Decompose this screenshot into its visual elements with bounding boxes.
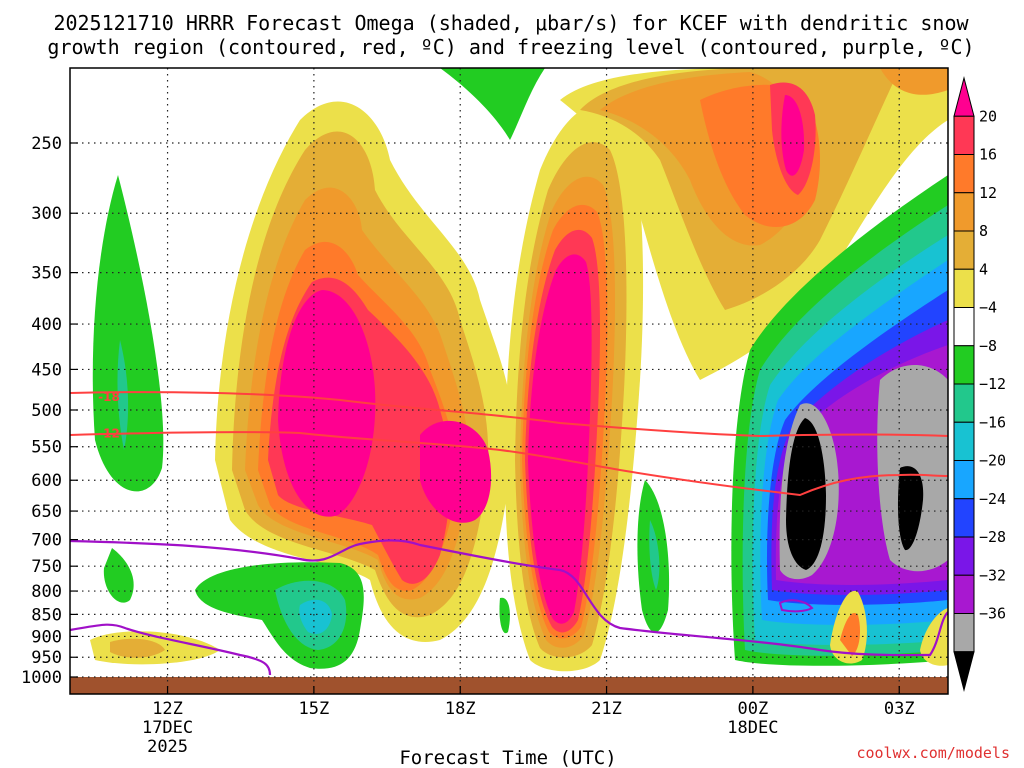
contour-label: -12 (98, 426, 120, 440)
omega-region (110, 638, 165, 658)
freezing-level-contour (70, 539, 948, 657)
colorbar-swatch (953, 230, 975, 270)
freezing-level-contour (778, 599, 814, 613)
x-tick-label: 18Z (445, 699, 476, 719)
colorbar-label: 20 (979, 107, 997, 125)
omega-region (440, 68, 545, 140)
colorbar-swatch (953, 383, 975, 423)
contour-labels: -18 -12 (98, 390, 120, 441)
colorbar-swatch (953, 307, 975, 347)
dgz-contour-minus18 (70, 391, 948, 438)
y-tick-label: 850 (31, 605, 62, 625)
colorbar-label: −8 (979, 337, 997, 355)
colorbar-label: −36 (979, 605, 1006, 623)
x-tick-label: 2025 (147, 737, 188, 757)
y-tick-label: 900 (31, 627, 62, 647)
contour-label: -18 (98, 390, 120, 404)
x-tick-label: 21Z (591, 699, 622, 719)
y-tick-label: 400 (31, 315, 62, 335)
y-tick-label: 450 (31, 360, 62, 380)
omega-region (897, 466, 924, 551)
omega-region (649, 520, 660, 590)
colorbar-swatch (953, 76, 975, 117)
colorbar-label: 12 (979, 184, 997, 202)
omega-region (278, 290, 376, 517)
y-tick-label: 500 (31, 401, 62, 421)
colorbar-swatch (953, 268, 975, 308)
colorbar-label: −20 (979, 452, 1006, 470)
omega-region (840, 612, 860, 656)
colorbar-label: −28 (979, 528, 1006, 546)
omega-region (103, 548, 134, 603)
contour-lines (70, 391, 948, 676)
y-tick-label: 800 (31, 582, 62, 602)
colorbar-swatch (953, 345, 975, 385)
colorbar-label: 16 (979, 146, 997, 164)
plot-area (70, 68, 948, 694)
colorbar-swatch (953, 192, 975, 232)
y-tick-label: 300 (31, 204, 62, 224)
x-tick-label: 12Z (152, 699, 183, 719)
colorbar-label: 4 (979, 260, 988, 278)
colorbar-label: −24 (979, 490, 1006, 508)
colorbar-label: −16 (979, 413, 1006, 431)
x-tick-label: 15Z (299, 699, 330, 719)
colorbar-swatch (953, 460, 975, 500)
omega-region (880, 68, 948, 95)
credit-text: coolwx.com/models (856, 744, 1010, 762)
grid-lines (70, 68, 948, 694)
colorbar-swatch (953, 154, 975, 194)
x-tick-label: 17DEC (142, 718, 193, 738)
y-tick-label: 750 (31, 557, 62, 577)
y-tick-label: 550 (31, 438, 62, 458)
x-tick-label: 18DEC (727, 718, 778, 738)
colorbar-label: −4 (979, 299, 997, 317)
y-tick-label: 600 (31, 471, 62, 491)
omega-region (499, 597, 510, 634)
colorbar-swatch (953, 421, 975, 461)
plot-frame (69, 67, 949, 695)
omega-shading (90, 68, 948, 672)
colorbar-label: 8 (979, 222, 988, 240)
omega-region (299, 599, 332, 635)
colorbar-swatch (953, 536, 975, 576)
y-tick-label: 250 (31, 134, 62, 154)
omega-region (117, 340, 129, 450)
omega-region (786, 418, 826, 570)
x-tick-label: 03Z (884, 699, 915, 719)
colorbar-swatch (953, 498, 975, 538)
chart-title-line-1: 2025121710 HRRR Forecast Omega (shaded, … (53, 11, 969, 35)
y-tick-label: 350 (31, 264, 62, 284)
colorbar-swatch (953, 651, 975, 692)
y-tick-label: 700 (31, 531, 62, 551)
y-axis: 2503003504004505005506006507007508008509… (21, 134, 78, 688)
omega-region (92, 175, 164, 492)
colorbar: 20 16 12 8 4 −4 −8 −12 −16 −20 −24 −28 −32 −36 (953, 76, 1006, 692)
x-axis-label: Forecast Time (UTC) (399, 747, 616, 768)
colorbar-swatch (953, 613, 975, 653)
omega-region (781, 95, 805, 176)
x-tick-label: 00Z (738, 699, 769, 719)
chart-title-line-2: growth region (contoured, red, ºC) and f… (47, 35, 974, 59)
omega-region (528, 254, 592, 624)
dgz-contour-minus12 (70, 431, 948, 497)
colorbar-swatch (953, 574, 975, 614)
y-tick-label: 1000 (21, 668, 62, 688)
colorbar-label: −32 (979, 566, 1006, 584)
y-tick-label: 650 (31, 502, 62, 522)
terrain-strip (70, 677, 948, 694)
colorbar-label: −12 (979, 375, 1006, 393)
colorbar-swatch (953, 115, 975, 155)
y-tick-label: 950 (31, 648, 62, 668)
freezing-level-contour (70, 623, 272, 676)
